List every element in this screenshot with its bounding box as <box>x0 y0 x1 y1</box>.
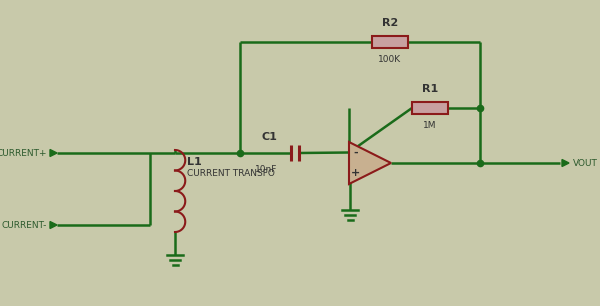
Text: CURRENT TRANSFO: CURRENT TRANSFO <box>187 170 275 178</box>
Text: +: + <box>352 169 361 178</box>
Polygon shape <box>50 222 57 229</box>
Bar <box>372 36 408 48</box>
Text: C1: C1 <box>261 132 277 142</box>
Text: VOUT: VOUT <box>573 159 598 167</box>
Bar <box>412 102 448 114</box>
Polygon shape <box>562 159 569 166</box>
Polygon shape <box>50 150 57 156</box>
Polygon shape <box>349 142 391 184</box>
Text: CURRENT+: CURRENT+ <box>0 148 47 158</box>
Text: -: - <box>353 147 358 158</box>
Text: CURRENT-: CURRENT- <box>2 221 47 230</box>
Text: 10nF: 10nF <box>254 165 277 174</box>
Text: 100K: 100K <box>379 55 401 64</box>
Text: R2: R2 <box>382 18 398 28</box>
Text: L1: L1 <box>187 157 202 167</box>
Text: R1: R1 <box>422 84 438 94</box>
Text: 1M: 1M <box>423 121 437 130</box>
